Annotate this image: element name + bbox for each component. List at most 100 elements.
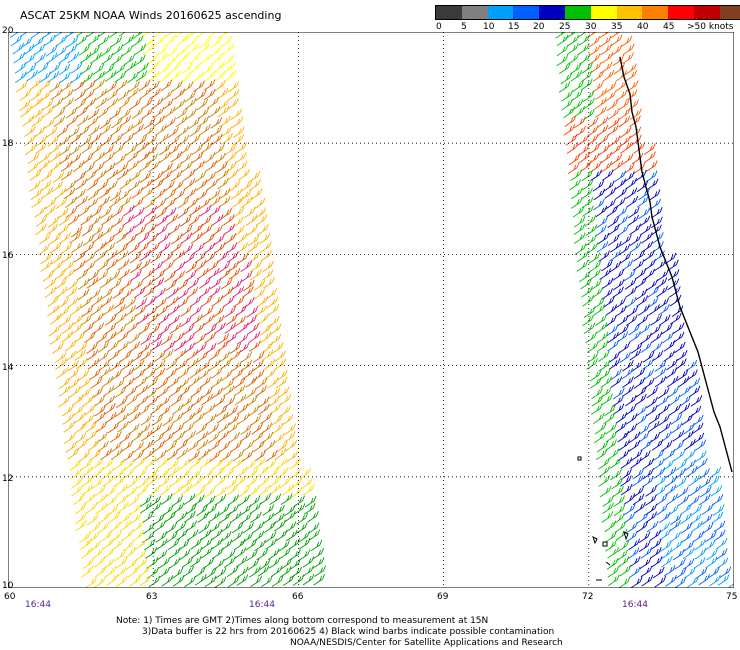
wind-barb [220,35,233,48]
wind-barb [235,555,248,568]
wind-barb [40,170,53,182]
wind-barb [636,195,649,208]
wind-barb [207,97,219,109]
wind-barb [90,206,103,218]
wind-barb [256,465,268,478]
wind-barb [176,439,188,451]
wind-barb [50,333,62,345]
wind-barb [67,214,80,226]
wind-barb [674,567,687,580]
wind-barb [228,431,240,444]
wind-barb [215,161,228,174]
map-title: ASCAT 25KM NOAA Winds 20160625 ascending [20,9,282,22]
wind-barb [189,125,202,137]
wind-barb [93,395,106,407]
wind-barb [111,116,123,129]
wind-barb [154,287,166,300]
wind-barb [259,323,272,336]
wind-barb [203,486,216,499]
wind-barb [114,405,127,418]
wind-barb [659,431,672,443]
wind-barb [157,468,170,480]
wind-barb [622,385,635,397]
wind-barb [596,340,609,352]
wind-barb [257,565,270,577]
wind-barb [236,574,249,586]
wind-barb [588,44,601,57]
wind-barb [43,205,56,217]
wind-barb [569,178,581,191]
wind-barb [75,512,87,525]
wind-barb [645,494,657,506]
wind-barb [261,431,274,444]
wind-barb [234,547,247,559]
wind-barb [164,34,176,47]
wind-barb [217,177,229,190]
wind-barb [198,522,210,534]
wind-barb [586,32,597,39]
wind-barb [279,476,291,489]
wind-barb [74,421,87,434]
wind-barb [690,395,703,407]
wind-barb [708,566,720,579]
wind-barb [267,315,280,328]
wind-barb [625,286,637,298]
wind-barb [654,259,666,272]
wind-barb [265,450,278,462]
wind-barb [62,260,75,272]
wind-barb [664,484,677,496]
wind-barb [184,575,196,588]
wind-barb [22,114,35,127]
wind-barb [684,439,696,451]
wind-barb [65,43,78,56]
wind-barb [234,475,247,487]
wind-barb [613,495,625,507]
wind-barb [199,124,211,136]
wind-barb [147,566,159,579]
wind-barb [640,439,652,452]
wind-barb [100,134,113,147]
wind-barb [194,171,207,183]
wind-barb [39,232,51,245]
wind-barb [600,61,613,74]
wind-barb [222,296,235,308]
wind-barb [58,214,71,226]
wind-barb [205,323,217,336]
wind-barb [110,124,122,137]
wind-barb [302,484,315,496]
wind-barb [22,43,35,56]
wind-barb [85,502,98,514]
wind-barb [76,268,89,281]
wind-barb [179,72,192,84]
wind-barb [132,359,145,371]
wind-barb [116,243,129,255]
wind-barb [590,376,602,389]
wind-barb [645,170,658,183]
wind-barb [198,198,211,210]
wind-barb [240,196,253,208]
wind-barb [156,377,169,390]
wind-barb [299,467,312,480]
wind-barb [218,504,230,516]
wind-barb [263,277,275,289]
wind-barb [94,565,107,578]
wind-barb [181,556,194,568]
wind-barb [617,449,630,461]
wind-barb [689,484,701,497]
wind-barb [250,268,262,281]
wind-barb [92,161,105,174]
wind-barb [153,115,165,127]
legend-swatch [461,6,488,19]
wind-barb [30,89,43,101]
wind-barb [158,71,171,83]
wind-barb [653,467,666,479]
wind-barb [208,349,221,362]
wind-barb [603,412,616,425]
wind-barb [49,81,61,93]
wind-barb [64,350,77,363]
wind-barb [81,483,94,496]
wind-barb [187,440,199,453]
wind-barb [607,331,619,344]
wind-barb [627,547,640,560]
wind-barb [144,456,157,469]
